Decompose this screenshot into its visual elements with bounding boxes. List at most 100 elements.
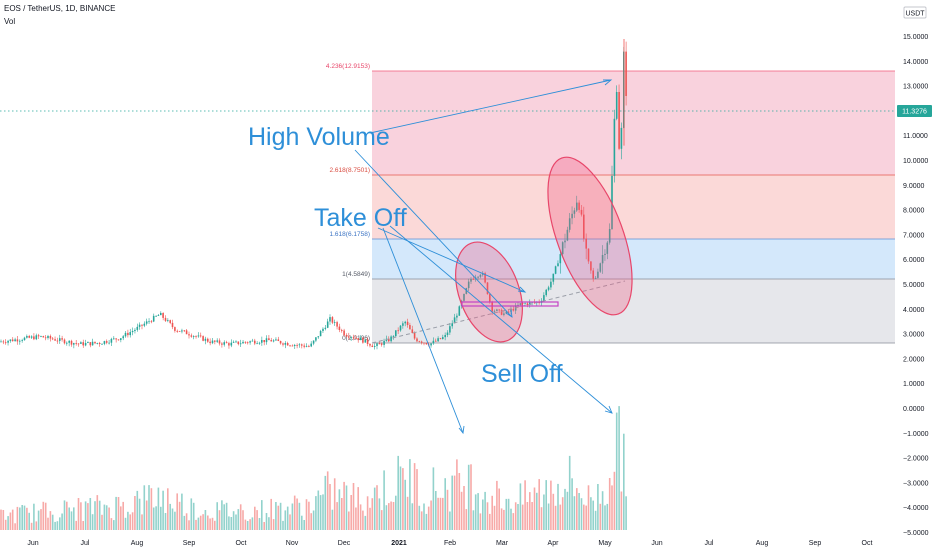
volume-bar — [416, 469, 418, 530]
candle-body — [246, 342, 249, 344]
volume-bar — [228, 516, 230, 530]
volume-bar — [484, 491, 486, 530]
volume-bar — [500, 508, 503, 530]
volume-bar — [540, 507, 543, 530]
volume-bar — [352, 483, 355, 530]
volume-bar — [350, 495, 352, 530]
time-tick: Sep — [809, 540, 822, 547]
price-tick: 1.0000 — [903, 381, 925, 388]
time-tick: May — [598, 540, 612, 547]
annotation-take-off[interactable]: Take Off — [314, 204, 407, 232]
volume-bar — [167, 488, 169, 530]
candle-body — [435, 340, 437, 342]
support-rectangle[interactable] — [461, 301, 559, 307]
candle-body — [578, 202, 580, 210]
volume-bar — [174, 511, 176, 530]
volume-bar — [303, 520, 305, 530]
volume-bar — [465, 509, 468, 530]
volume-bar — [514, 502, 517, 530]
volume-bar — [599, 503, 602, 530]
volume-bar — [503, 509, 505, 530]
volume-bar — [606, 503, 609, 530]
volume-bar — [385, 505, 388, 530]
candle-body — [37, 335, 40, 337]
candle-body — [371, 345, 374, 347]
annotation-high-volume[interactable]: High Volume — [248, 123, 390, 151]
volume-bar — [324, 475, 327, 530]
volume-bar — [82, 521, 84, 530]
candle-body — [178, 331, 181, 332]
fib-label-2618: 2.618(8.7501) — [330, 167, 370, 174]
volume-bar — [103, 504, 106, 530]
candle-body — [4, 342, 7, 344]
volume-bar — [192, 502, 195, 530]
volume-bar — [47, 517, 49, 530]
volume-bar — [66, 501, 68, 530]
candle-body — [409, 325, 411, 330]
volume-bar — [127, 511, 129, 530]
volume-bar — [160, 506, 162, 530]
currency-button[interactable] — [903, 6, 927, 19]
candle-body — [324, 327, 327, 329]
current-price-label: 11.3276 — [902, 109, 927, 116]
candle-body — [105, 341, 108, 343]
price-tick: 15.0000 — [903, 34, 928, 41]
candle-body — [239, 343, 242, 345]
volume-bar — [399, 466, 402, 530]
volume-bar — [620, 491, 623, 530]
volume-bar — [531, 502, 533, 530]
candle-body — [338, 326, 341, 330]
volume-bar — [536, 492, 538, 530]
candle-body — [89, 342, 92, 346]
candle-body — [498, 309, 500, 311]
volume-bar — [56, 521, 59, 530]
candle-body — [214, 340, 216, 342]
annotation-arrows[interactable] — [354, 79, 613, 435]
volume-bar — [235, 514, 237, 530]
candle-body — [568, 218, 571, 230]
candle-body — [19, 340, 21, 342]
volume-bar — [547, 503, 550, 530]
candle-body — [291, 345, 294, 347]
volume-bar — [221, 500, 223, 530]
currency-label: USDT — [905, 11, 925, 18]
volume-bar — [566, 491, 569, 530]
candle-body — [500, 309, 503, 315]
volume-bar — [275, 502, 277, 530]
volume-bar — [113, 520, 115, 530]
candle-body — [270, 340, 272, 342]
volume-bar — [526, 502, 529, 530]
candle-body — [470, 279, 472, 282]
volume-bar — [61, 513, 63, 530]
time-axis[interactable]: Jun Jul Aug Sep Oct Nov Dec 2021 Feb Mar Apr May Jun… — [27, 540, 872, 547]
time-tick: Jun — [651, 540, 662, 547]
candle-body — [73, 343, 75, 345]
candle-body — [124, 332, 127, 337]
highlight-ellipse-large[interactable] — [531, 147, 650, 326]
candle-body — [164, 317, 167, 321]
volume-bar — [214, 520, 216, 530]
annotation-sell-off[interactable]: Sell Off — [481, 360, 563, 388]
candle-body — [195, 336, 197, 337]
volume-bar — [409, 459, 411, 530]
volume-bar — [559, 504, 562, 530]
volume-bar — [11, 509, 14, 530]
volume-bar — [608, 478, 611, 530]
trendline[interactable] — [371, 280, 626, 344]
candle-body — [223, 342, 225, 345]
candle-body — [601, 255, 604, 264]
volume-indicator-label[interactable]: Vol — [4, 17, 16, 26]
volume-bar — [373, 487, 376, 530]
volume-bar — [2, 510, 5, 530]
volume-bar — [568, 455, 571, 530]
candle-body — [322, 328, 324, 331]
candle-body — [115, 338, 117, 340]
candle-body — [261, 340, 263, 343]
candle-body — [284, 343, 287, 345]
volume-bar — [268, 517, 270, 530]
candle-body — [369, 344, 371, 346]
volume-bar — [169, 503, 171, 530]
candle-body — [418, 341, 421, 343]
time-tick: Apr — [548, 540, 560, 547]
